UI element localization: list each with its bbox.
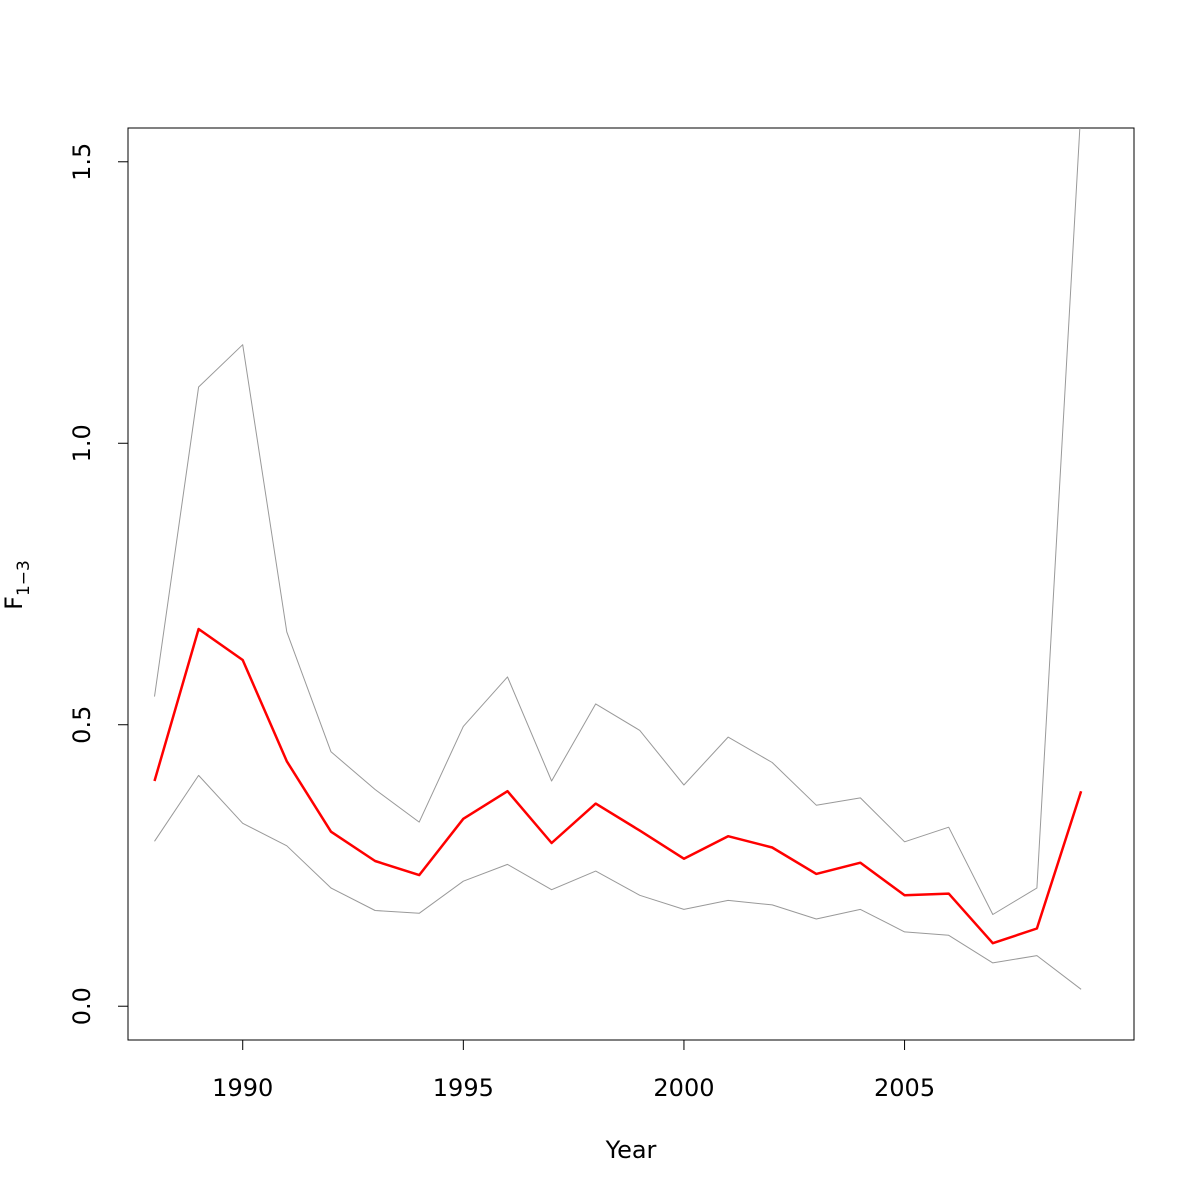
y-tick-label: 1.5 (68, 143, 96, 181)
y-axis-title-main: F (0, 596, 28, 610)
x-axis: 1990 1995 2000 2005 (212, 1039, 935, 1102)
y-axis-title-sub: 1−3 (14, 560, 34, 596)
y-tick-label: 0.0 (68, 987, 96, 1025)
plot-frame (127, 127, 1135, 1041)
y-tick-label: 0.5 (68, 706, 96, 744)
series-layer (153, 128, 1083, 990)
y-tick-label: 1.0 (68, 424, 96, 462)
y-axis-title: F1−3 (0, 560, 34, 610)
series-line-upper (154, 128, 1081, 915)
x-axis-title: Year (605, 1136, 657, 1164)
series-line-lower (154, 774, 1082, 990)
x-tick-label: 2000 (653, 1074, 714, 1102)
x-tick-label: 1995 (433, 1074, 494, 1102)
x-tick-label: 2005 (874, 1074, 935, 1102)
series-line-estimate (153, 627, 1083, 945)
x-tick-label: 1990 (212, 1074, 273, 1102)
y-axis: 0.0 0.5 1.0 1.5 (68, 143, 129, 1025)
